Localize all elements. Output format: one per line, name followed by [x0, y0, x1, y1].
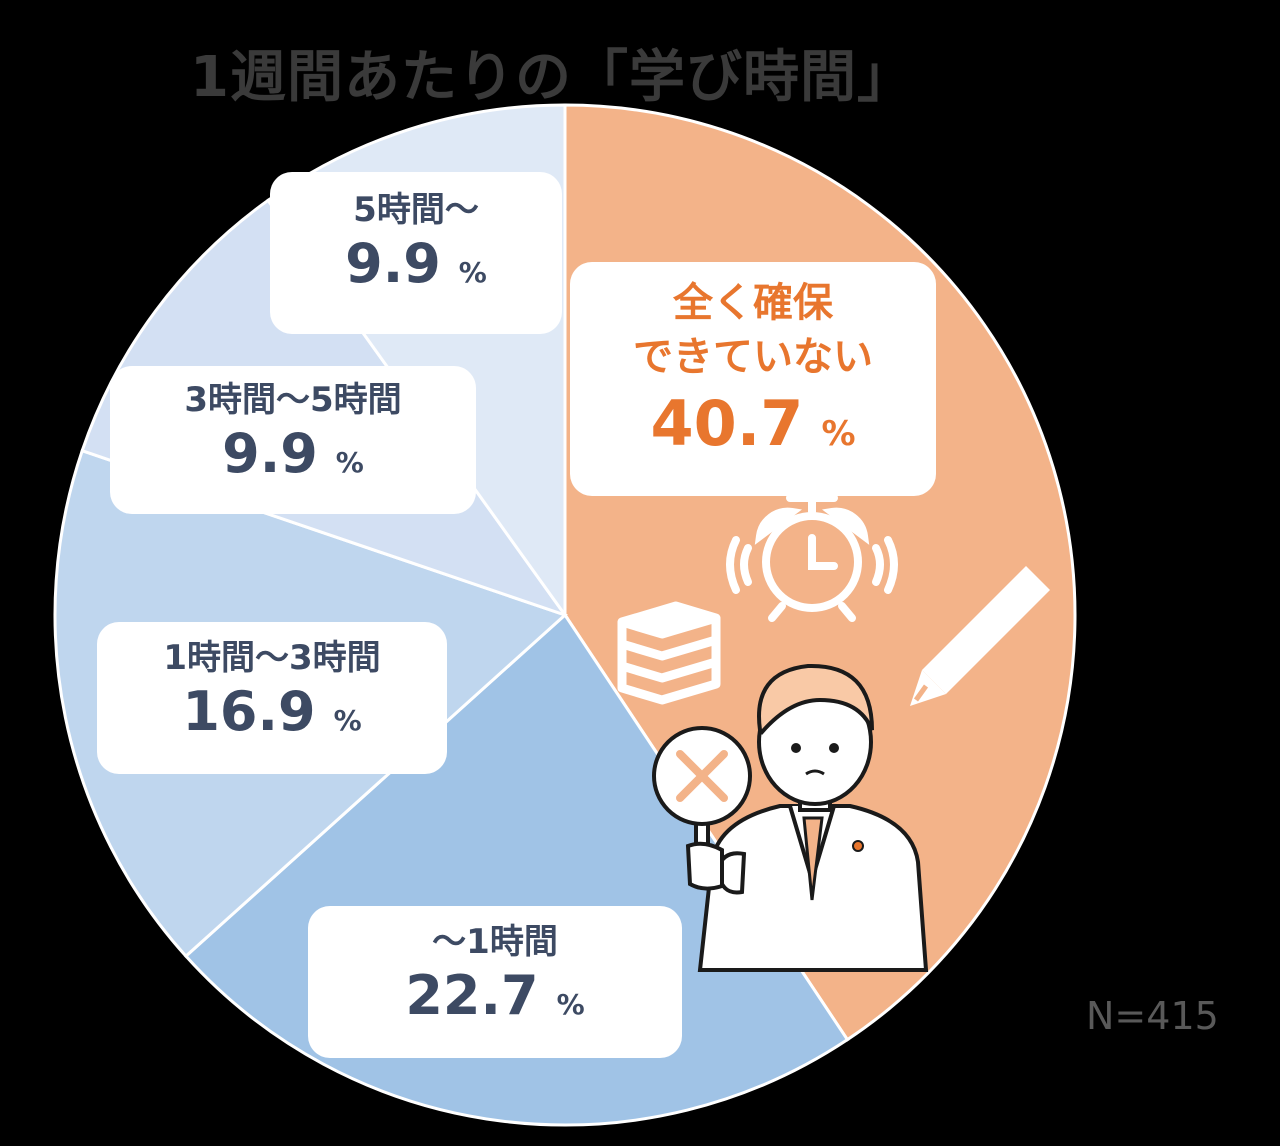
- slice-category: 5時間〜: [353, 190, 479, 230]
- slice-category-line2: できていない: [633, 334, 873, 380]
- slice-value: 16.9: [182, 680, 316, 743]
- slice-value: 40.7: [650, 387, 804, 460]
- slice-value: 22.7: [405, 964, 539, 1027]
- illustration-group: [617, 494, 1050, 972]
- slice-category: 3時間〜5時間: [184, 380, 402, 420]
- slice-label-3h-5h: 3時間〜5時間 9.9%: [110, 366, 476, 514]
- no-sign-icon: [652, 726, 752, 826]
- slice-label-not-secured: 全く確保 できていない 40.7%: [570, 262, 936, 496]
- slice-label-over-5h: 5時間〜 9.9%: [270, 172, 562, 334]
- businessman-illustration: [685, 663, 929, 972]
- chart-title: 1週間あたりの「学び時間」: [190, 45, 914, 110]
- slice-label-1h-3h: 1時間〜3時間 16.9%: [97, 622, 447, 774]
- slice-unit: %: [821, 414, 856, 454]
- slice-unit: %: [335, 446, 364, 479]
- slice-unit: %: [333, 704, 362, 737]
- sample-size-note: N=415: [1086, 994, 1219, 1038]
- books-icon: [617, 601, 721, 705]
- slice-unit: %: [556, 988, 585, 1021]
- alarm-clock-icon: [726, 494, 898, 622]
- slice-category: 1時間〜3時間: [163, 638, 381, 678]
- slice-category: 全く確保: [673, 280, 833, 326]
- slice-unit: %: [458, 256, 487, 289]
- pencil-icon: [910, 566, 1050, 706]
- slice-value: 9.9: [345, 232, 441, 295]
- slice-value: 9.9: [222, 422, 318, 485]
- slice-label-up-to-1h: 〜1時間 22.7%: [308, 906, 682, 1058]
- slice-category: 〜1時間: [432, 922, 558, 962]
